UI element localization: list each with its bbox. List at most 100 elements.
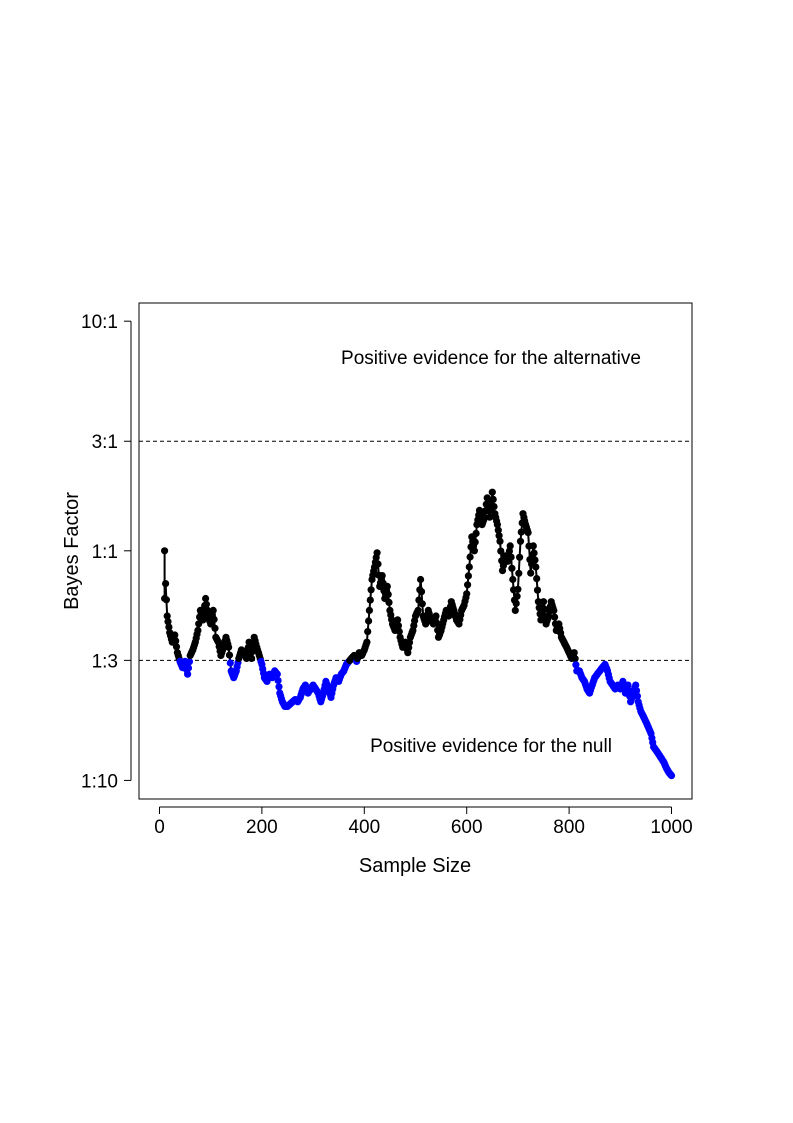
- data-point: [378, 572, 386, 580]
- data-point: [512, 599, 520, 608]
- data-point: [385, 598, 393, 607]
- x-tick-label: 800: [553, 817, 585, 838]
- data-point: [226, 659, 234, 667]
- data-point: [363, 638, 371, 646]
- series-line: [163, 492, 673, 777]
- data-point: [632, 687, 641, 695]
- data-point: [494, 526, 502, 534]
- data-point: [172, 643, 181, 651]
- data-point: [493, 521, 501, 529]
- data-point: [632, 681, 640, 689]
- data-point: [497, 547, 505, 555]
- data-point: [532, 563, 540, 571]
- data-point: [202, 594, 210, 603]
- data-point: [209, 606, 217, 615]
- data-point: [517, 528, 525, 536]
- data-point: [366, 596, 374, 604]
- data-point: [531, 556, 539, 564]
- series-path: [163, 492, 673, 777]
- data-point: [550, 606, 558, 615]
- data-point: [465, 563, 473, 571]
- data-point: [383, 582, 391, 591]
- data-point: [533, 575, 541, 583]
- data-point: [572, 661, 580, 669]
- plot-frame: [138, 302, 693, 800]
- data-point: [464, 581, 472, 589]
- x-axis: 0 200 400 600 800 1000: [154, 806, 693, 838]
- data-point: [364, 628, 372, 636]
- data-point: [395, 627, 403, 636]
- data-point: [163, 612, 171, 620]
- annotation-null: Positive evidence for the null: [370, 736, 612, 757]
- data-point: [414, 606, 422, 615]
- data-point: [530, 549, 538, 557]
- data-point: [527, 569, 535, 577]
- data-point: [481, 513, 489, 521]
- data-point: [242, 654, 251, 663]
- data-point: [514, 585, 522, 593]
- x-tick-label: 1000: [650, 817, 692, 838]
- data-point: [539, 598, 548, 606]
- data-point: [171, 631, 179, 639]
- data-point: [509, 575, 517, 584]
- data-point: [194, 626, 202, 635]
- data-point: [513, 592, 521, 600]
- data-point: [624, 681, 632, 689]
- data-point: [551, 613, 559, 621]
- data-point: [210, 615, 218, 624]
- data-point: [466, 553, 474, 561]
- data-point: [417, 575, 425, 584]
- data-point: [165, 623, 173, 631]
- y-tick-label: 10:1: [81, 312, 118, 333]
- data-point: [225, 643, 233, 651]
- data-point: [511, 606, 519, 615]
- data-point: [496, 537, 504, 545]
- data-point: [367, 586, 375, 594]
- x-tick-label: 0: [154, 817, 165, 838]
- data-point: [374, 560, 382, 568]
- data-point: [516, 537, 525, 545]
- data-point: [184, 664, 193, 672]
- data-point: [472, 529, 480, 538]
- data-point: [162, 596, 170, 604]
- data-point: [384, 590, 392, 599]
- data-point: [488, 488, 496, 496]
- data-point: [418, 600, 426, 608]
- data-point: [275, 683, 283, 691]
- data-point: [464, 572, 472, 580]
- data-point: [433, 619, 441, 627]
- y-tick-label: 1:1: [92, 542, 118, 563]
- data-point: [508, 564, 516, 572]
- series-points: [161, 488, 676, 780]
- data-point: [516, 553, 524, 561]
- data-point: [365, 606, 373, 615]
- data-point: [202, 600, 210, 608]
- data-point: [394, 622, 402, 630]
- data-point: [515, 569, 523, 577]
- annotation-alternative: Positive evidence for the alternative: [341, 348, 641, 369]
- data-point: [211, 624, 219, 632]
- data-point: [172, 637, 180, 645]
- data-point: [489, 495, 497, 503]
- data-point: [365, 617, 373, 625]
- data-point: [394, 616, 402, 624]
- data-point: [486, 513, 494, 521]
- y-axis-label: Bayes Factor: [61, 492, 83, 610]
- data-point: [432, 612, 440, 620]
- data-point: [471, 538, 479, 546]
- data-point: [470, 547, 478, 555]
- data-point: [524, 529, 532, 537]
- data-point: [225, 651, 234, 659]
- data-point: [274, 676, 282, 685]
- y-tick-label: 3:1: [92, 432, 118, 453]
- y-axis: 10:1 3:1 1:1 1:3 1:10: [81, 312, 132, 792]
- data-point: [570, 649, 578, 657]
- data-point: [164, 618, 172, 626]
- data-point: [248, 654, 256, 663]
- x-axis-label: Sample Size: [359, 855, 471, 877]
- data-point: [490, 503, 498, 511]
- data-point: [273, 670, 281, 678]
- x-tick-label: 600: [451, 817, 483, 838]
- data-point: [162, 580, 170, 588]
